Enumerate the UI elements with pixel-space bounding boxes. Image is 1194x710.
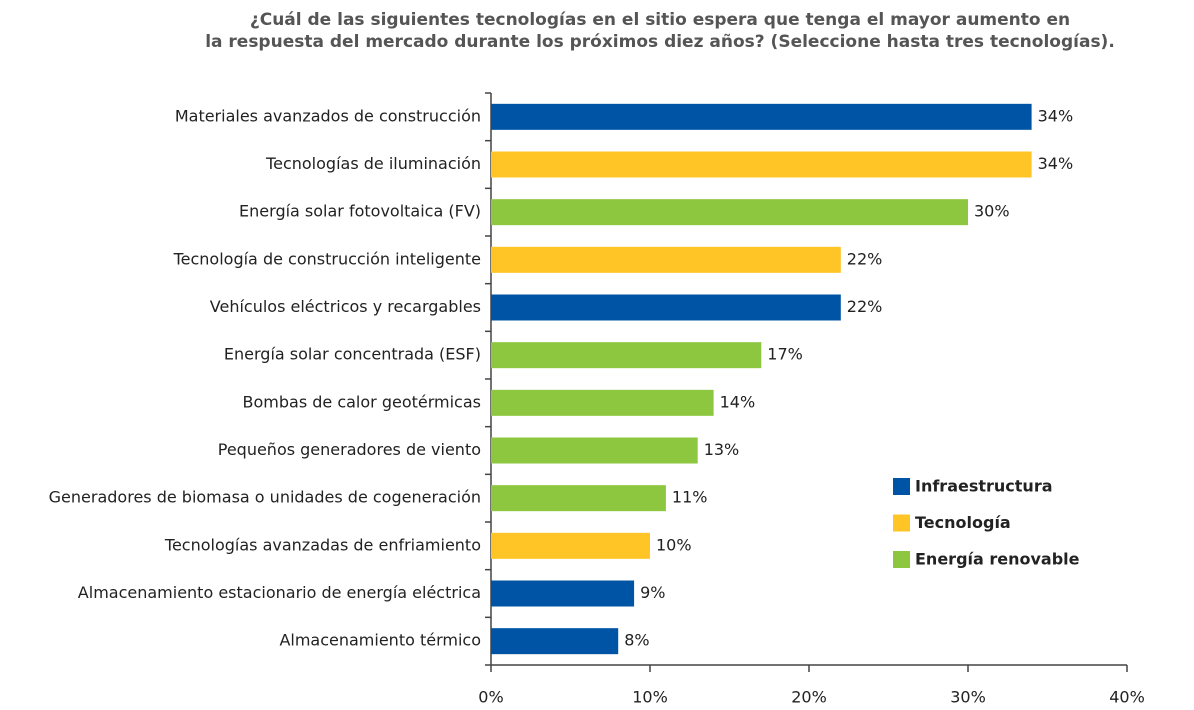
bar bbox=[491, 485, 666, 512]
legend-label: Infraestructura bbox=[915, 477, 1053, 496]
category-label: Almacenamiento estacionario de energía e… bbox=[78, 583, 481, 602]
data-label: 8% bbox=[624, 631, 649, 650]
bar bbox=[491, 246, 841, 273]
x-tick-label: 10% bbox=[632, 688, 668, 707]
data-label: 30% bbox=[974, 202, 1010, 221]
bar bbox=[491, 532, 650, 559]
data-label: 14% bbox=[720, 392, 756, 411]
chart-title: ¿Cuál de las siguientes tecnologías en e… bbox=[250, 10, 1070, 30]
x-tick-label: 40% bbox=[1109, 688, 1145, 707]
x-tick-label: 0% bbox=[478, 688, 503, 707]
data-label: 11% bbox=[672, 488, 708, 507]
bar bbox=[491, 389, 714, 416]
x-tick-label: 30% bbox=[950, 688, 986, 707]
category-label: Generadores de biomasa o unidades de cog… bbox=[49, 488, 481, 507]
data-label: 22% bbox=[847, 249, 883, 268]
bar bbox=[491, 151, 1032, 178]
legend-swatch bbox=[893, 478, 910, 495]
category-label: Bombas de calor geotérmicas bbox=[243, 392, 482, 411]
bar bbox=[491, 628, 619, 655]
category-label: Pequeños generadores de viento bbox=[218, 440, 481, 459]
category-label: Energía solar fotovoltaica (FV) bbox=[239, 202, 481, 221]
category-label: Tecnología de construcción inteligente bbox=[173, 249, 481, 268]
data-label: 22% bbox=[847, 297, 883, 316]
data-label: 13% bbox=[704, 440, 740, 459]
legend-swatch bbox=[893, 551, 910, 568]
legend-swatch bbox=[893, 514, 910, 532]
bar bbox=[491, 103, 1032, 130]
category-label: Almacenamiento térmico bbox=[279, 631, 481, 650]
category-label: Vehículos eléctricos y recargables bbox=[210, 297, 481, 316]
data-label: 34% bbox=[1038, 106, 1074, 125]
chart-title: la respuesta del mercado durante los pró… bbox=[205, 32, 1115, 52]
data-label: 17% bbox=[767, 345, 803, 364]
category-label: Tecnologías avanzadas de enfriamiento bbox=[164, 535, 481, 554]
bar bbox=[491, 199, 968, 226]
bar bbox=[491, 580, 635, 607]
bar bbox=[491, 437, 698, 464]
category-label: Energía solar concentrada (ESF) bbox=[224, 345, 481, 364]
category-label: Tecnologías de iluminación bbox=[265, 154, 481, 173]
data-label: 10% bbox=[656, 535, 692, 554]
category-label: Materiales avanzados de construcción bbox=[175, 106, 481, 125]
data-label: 34% bbox=[1038, 154, 1074, 173]
bar bbox=[491, 342, 762, 369]
data-label: 9% bbox=[640, 583, 665, 602]
bar bbox=[491, 294, 841, 321]
x-tick-label: 20% bbox=[791, 688, 827, 707]
legend-label: Tecnología bbox=[915, 513, 1011, 532]
legend-label: Energía renovable bbox=[915, 550, 1080, 569]
